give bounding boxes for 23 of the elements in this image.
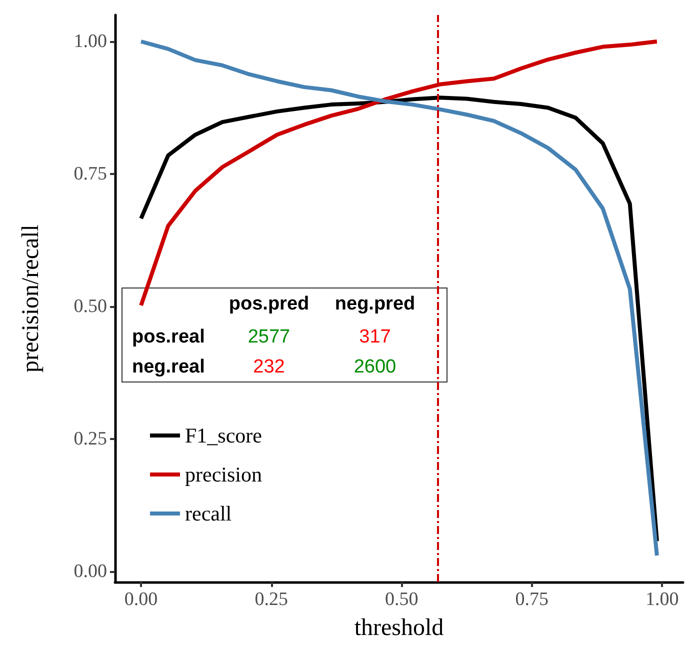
annotation: 2577 [248,326,290,348]
x-tick-label: 0.50 [384,589,418,610]
legend-label: recall [185,502,232,526]
x-tick-label: 0.75 [515,589,549,610]
y-tick-label: 0.75 [74,163,107,184]
annotation: 317 [359,326,391,348]
y-axis-title: precision/recall [18,224,44,372]
annotation: neg.real [132,356,205,378]
y-tick-label: 1.00 [74,30,107,52]
annotation: pos.real [132,326,205,348]
y-tick-label: 0.25 [74,428,107,450]
x-tick-label: 0.00 [124,589,158,610]
legend-label: precision [185,462,262,486]
annotation: 2600 [354,356,396,378]
annotation: 232 [253,356,285,378]
x-tick-label: 1.00 [646,589,679,610]
x-axis-title: threshold [354,615,444,641]
y-tick-label: 0.50 [74,296,107,317]
legend-label: F1_score [185,424,262,448]
annotation: neg.pred [334,294,416,314]
y-tick-label: 0.00 [74,560,107,582]
annotation: pos.pred [228,294,310,314]
x-tick-label: 0.25 [254,589,288,610]
